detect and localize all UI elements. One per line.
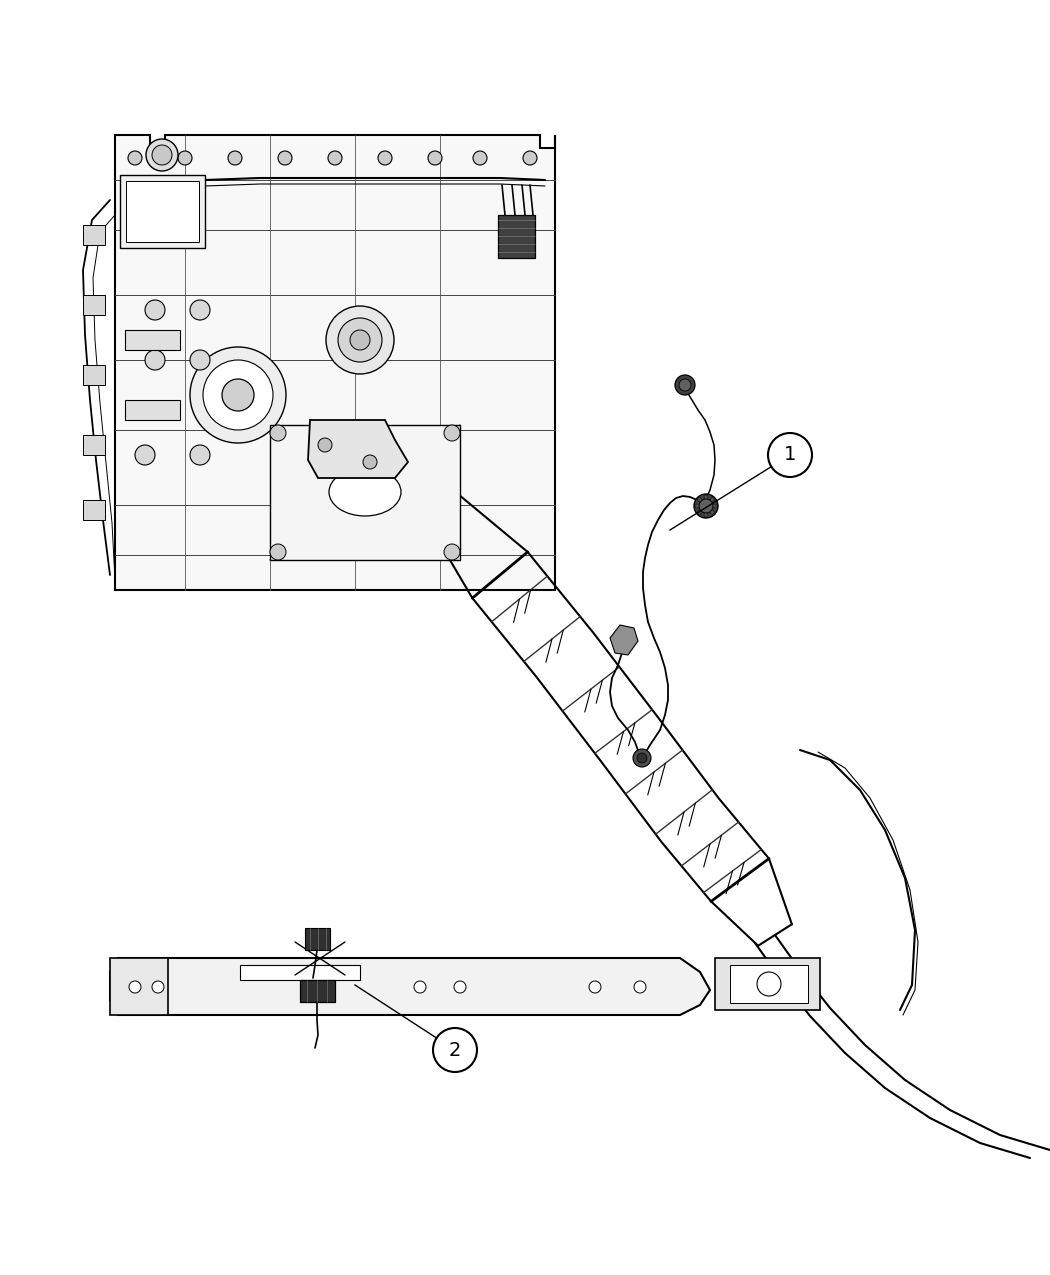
- Circle shape: [278, 150, 292, 164]
- Circle shape: [328, 150, 342, 164]
- Polygon shape: [110, 958, 710, 1015]
- Circle shape: [523, 150, 537, 164]
- Circle shape: [228, 150, 242, 164]
- Polygon shape: [120, 175, 205, 249]
- Circle shape: [270, 544, 286, 560]
- Circle shape: [768, 434, 812, 477]
- Circle shape: [152, 145, 172, 164]
- Circle shape: [694, 493, 718, 518]
- Polygon shape: [304, 928, 330, 950]
- Polygon shape: [83, 365, 105, 385]
- Polygon shape: [125, 330, 180, 351]
- Circle shape: [444, 544, 460, 560]
- Polygon shape: [730, 965, 809, 1003]
- Circle shape: [695, 504, 699, 507]
- Circle shape: [145, 351, 165, 370]
- Polygon shape: [240, 965, 360, 980]
- Circle shape: [145, 300, 165, 320]
- Circle shape: [190, 351, 210, 370]
- Polygon shape: [498, 215, 536, 258]
- Circle shape: [414, 980, 426, 993]
- Circle shape: [129, 980, 141, 993]
- Polygon shape: [125, 400, 180, 419]
- Circle shape: [637, 754, 647, 762]
- Polygon shape: [83, 435, 105, 455]
- Ellipse shape: [329, 468, 401, 516]
- Circle shape: [697, 497, 701, 501]
- Circle shape: [704, 513, 708, 516]
- Circle shape: [704, 495, 708, 499]
- Polygon shape: [83, 295, 105, 315]
- Circle shape: [713, 504, 717, 507]
- Polygon shape: [83, 500, 105, 520]
- Circle shape: [711, 497, 714, 501]
- Circle shape: [203, 360, 273, 430]
- Polygon shape: [270, 425, 460, 560]
- Circle shape: [679, 379, 691, 391]
- Polygon shape: [83, 224, 105, 245]
- Circle shape: [135, 445, 155, 465]
- Circle shape: [675, 375, 695, 395]
- Polygon shape: [300, 980, 335, 1002]
- Circle shape: [428, 150, 442, 164]
- Circle shape: [363, 455, 377, 469]
- Polygon shape: [610, 625, 638, 655]
- Circle shape: [152, 980, 164, 993]
- Circle shape: [472, 150, 487, 164]
- Circle shape: [128, 150, 142, 164]
- Circle shape: [711, 510, 714, 514]
- Circle shape: [454, 980, 466, 993]
- Circle shape: [270, 425, 286, 441]
- Circle shape: [350, 330, 370, 351]
- Polygon shape: [116, 135, 555, 590]
- Circle shape: [178, 150, 192, 164]
- Circle shape: [757, 972, 781, 996]
- Polygon shape: [308, 419, 408, 478]
- Circle shape: [190, 445, 210, 465]
- Circle shape: [146, 139, 178, 171]
- Circle shape: [222, 379, 254, 411]
- Circle shape: [378, 150, 392, 164]
- Circle shape: [338, 317, 382, 362]
- Circle shape: [433, 1028, 477, 1072]
- Circle shape: [634, 980, 646, 993]
- Circle shape: [697, 510, 701, 514]
- Circle shape: [589, 980, 601, 993]
- Circle shape: [444, 425, 460, 441]
- Text: 2: 2: [448, 1040, 461, 1060]
- Circle shape: [326, 306, 394, 374]
- Circle shape: [699, 499, 713, 513]
- Circle shape: [633, 748, 651, 768]
- Polygon shape: [110, 958, 168, 1015]
- Circle shape: [190, 347, 286, 442]
- Circle shape: [318, 439, 332, 453]
- Polygon shape: [715, 958, 820, 1010]
- Circle shape: [190, 300, 210, 320]
- Text: 1: 1: [783, 445, 796, 464]
- Polygon shape: [126, 181, 200, 242]
